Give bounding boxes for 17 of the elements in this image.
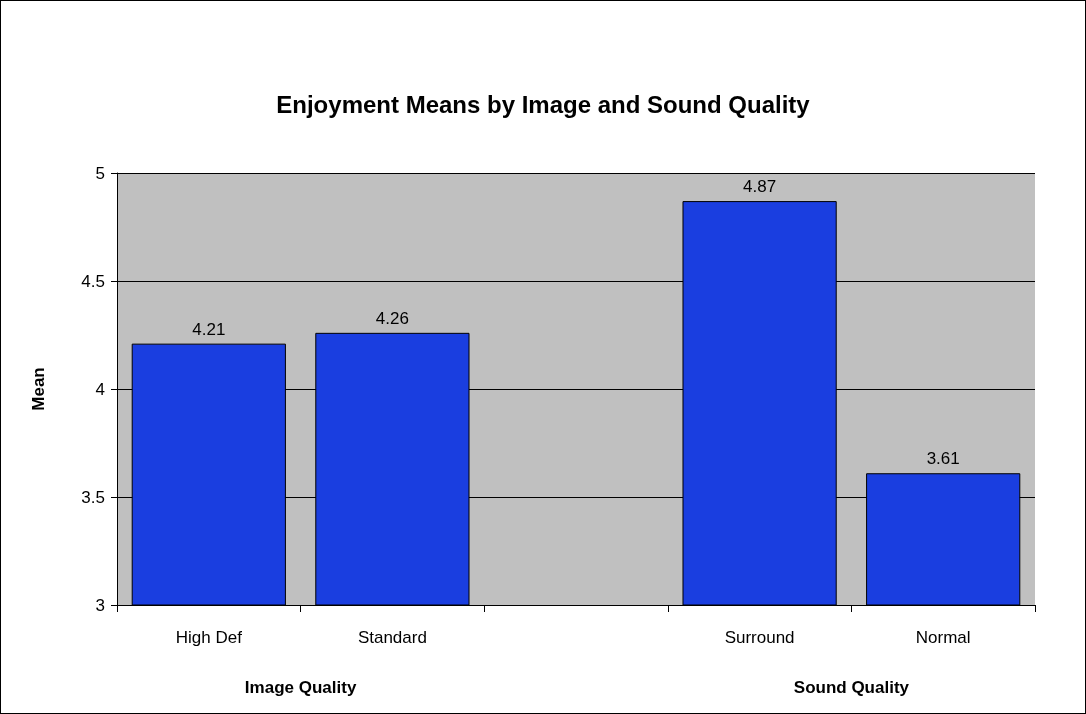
- data-label: 4.26: [375, 308, 409, 328]
- text: Image Quality: [244, 677, 357, 697]
- x-tick-label: Standard: [357, 628, 427, 647]
- chart-title: Enjoyment Means by Image and Sound Quality: [276, 90, 811, 118]
- x-tick-label: Surround: [724, 628, 795, 647]
- data-label: 3.61: [926, 449, 960, 469]
- data-label: 4.21: [192, 319, 226, 339]
- y-tick-label: 4.5: [81, 271, 105, 291]
- x-tick-label: Normal: [915, 628, 971, 647]
- data-label: 4.87: [743, 177, 777, 197]
- y-tick-label: 3: [95, 595, 105, 615]
- x-tick-label: High Def: [175, 628, 243, 647]
- y-axis-title: Mean: [29, 367, 48, 411]
- y-tick-label: 4: [95, 379, 105, 399]
- text: Sound Quality: [793, 677, 910, 697]
- y-tick-label: 3.5: [81, 487, 105, 507]
- y-tick-label: 5: [95, 163, 105, 183]
